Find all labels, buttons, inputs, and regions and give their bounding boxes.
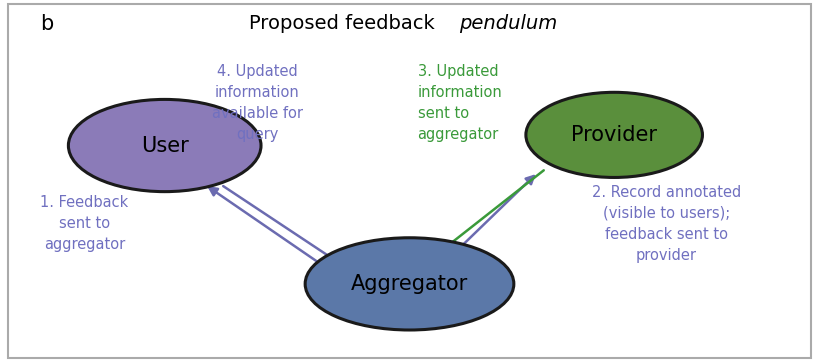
- Ellipse shape: [69, 100, 261, 191]
- Text: Aggregator: Aggregator: [351, 274, 468, 294]
- Text: pendulum: pendulum: [459, 14, 558, 33]
- Text: 2. Record annotated
(visible to users);
feedback sent to
provider: 2. Record annotated (visible to users); …: [591, 185, 741, 262]
- Text: 3. Updated
information
sent to
aggregator: 3. Updated information sent to aggregato…: [418, 64, 502, 142]
- Ellipse shape: [526, 92, 703, 177]
- Text: Provider: Provider: [571, 125, 657, 145]
- Text: Proposed feedback: Proposed feedback: [249, 14, 441, 33]
- Text: 4. Updated
information
available for
query: 4. Updated information available for que…: [211, 64, 302, 142]
- Text: b: b: [40, 14, 53, 34]
- Text: 1. Feedback
sent to
aggregator: 1. Feedback sent to aggregator: [40, 195, 129, 252]
- Text: User: User: [141, 135, 188, 156]
- Ellipse shape: [305, 238, 514, 330]
